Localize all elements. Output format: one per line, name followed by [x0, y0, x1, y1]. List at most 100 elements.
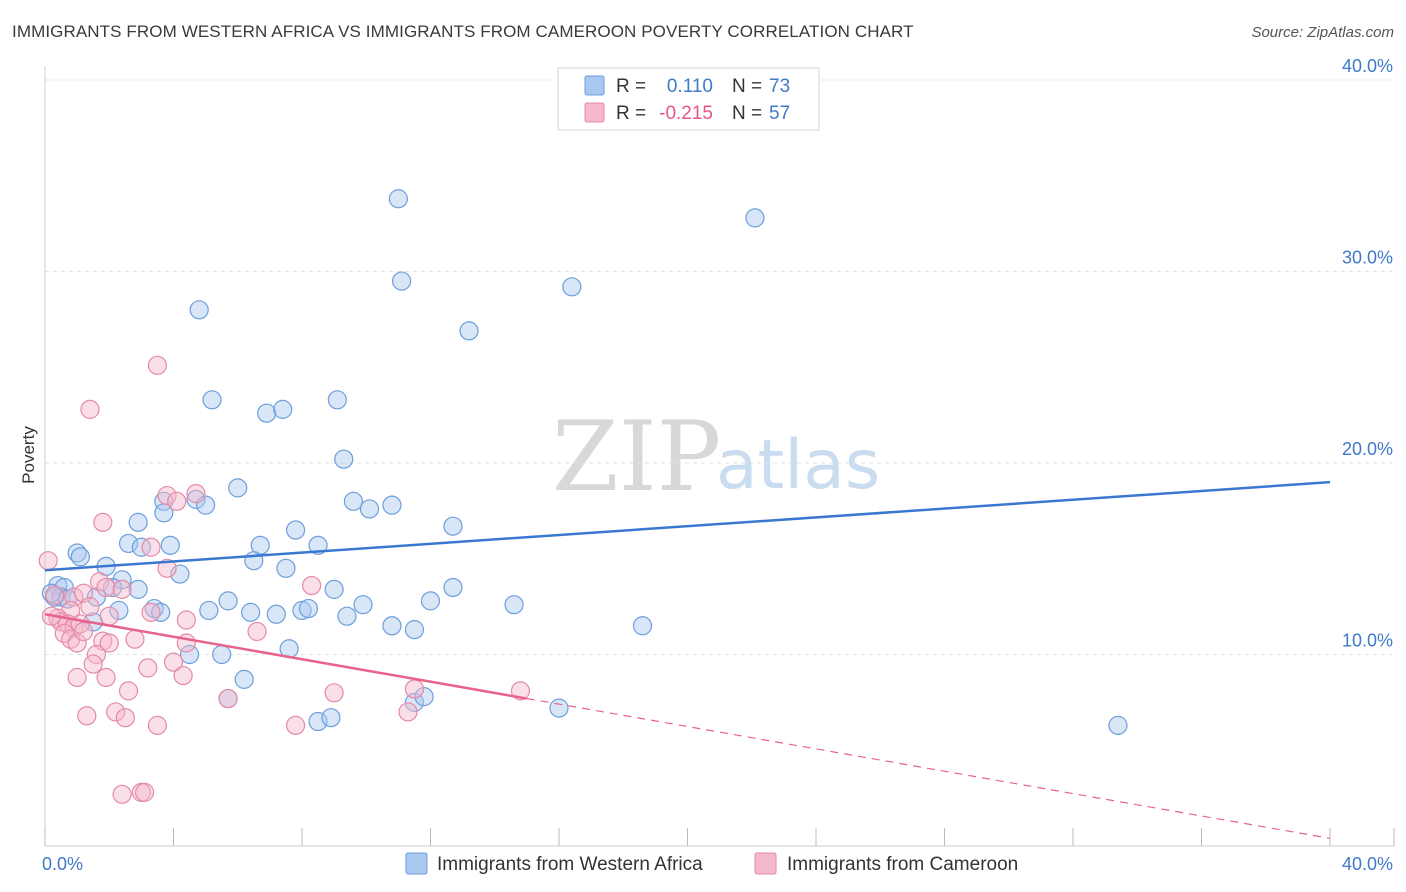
point-western-africa	[337, 606, 357, 626]
point-cameroon	[285, 715, 306, 735]
legend-swatch-pink	[584, 102, 605, 123]
point-western-africa	[266, 604, 286, 624]
point-cameroon	[398, 702, 418, 722]
legend-r-value-blue: 0.110	[667, 76, 713, 97]
point-western-africa	[285, 520, 306, 540]
point-western-africa	[128, 579, 148, 599]
point-cameroon	[141, 602, 161, 622]
y-axis-label: Poverty	[19, 426, 38, 484]
point-western-africa	[443, 516, 463, 536]
point-western-africa	[388, 189, 408, 209]
point-western-africa	[308, 535, 328, 555]
point-cameroon	[93, 512, 113, 532]
point-cameroon	[302, 575, 322, 596]
point-cameroon	[80, 399, 100, 419]
point-western-africa	[404, 620, 425, 640]
point-western-africa	[189, 300, 209, 320]
point-western-africa	[128, 512, 148, 532]
point-western-africa	[420, 591, 441, 611]
legend-r-label-pink: R =	[616, 103, 646, 124]
point-cameroon	[67, 633, 87, 653]
point-western-africa	[343, 491, 363, 511]
point-western-africa	[327, 390, 347, 410]
trend-line-cameroon	[44, 613, 528, 700]
legend-swatch-blue	[584, 75, 605, 96]
point-western-africa	[443, 577, 463, 598]
point-cameroon	[141, 537, 161, 557]
point-western-africa	[353, 595, 373, 615]
point-western-africa	[151, 602, 171, 622]
point-western-africa	[118, 533, 139, 554]
point-cameroon	[96, 577, 116, 598]
point-western-africa	[212, 644, 232, 665]
point-cameroon	[112, 579, 132, 599]
chart-title: IMMIGRANTS FROM WESTERN AFRICA VS IMMIGR…	[12, 22, 914, 41]
point-cameroon	[112, 784, 132, 804]
bottom-legend-swatch-pink	[754, 852, 777, 875]
legend-r-value-pink: -0.215	[659, 103, 713, 124]
point-cameroon	[167, 491, 187, 511]
point-cameroon	[77, 706, 97, 726]
point-cameroon	[134, 782, 155, 802]
point-western-africa	[414, 687, 434, 707]
watermark-atlas: atlas	[716, 426, 880, 505]
point-western-africa	[276, 558, 296, 578]
y-tick-label: 20.0%	[1342, 439, 1393, 459]
trend-line-western-africa	[44, 480, 1331, 572]
point-cameroon	[125, 629, 145, 649]
point-cameroon	[38, 551, 58, 571]
legend-n-label-blue: N =	[732, 76, 762, 97]
point-western-africa	[321, 708, 341, 728]
point-western-africa	[382, 495, 402, 515]
point-cameroon	[118, 681, 139, 701]
legend-n-value-blue: 73	[769, 76, 790, 97]
point-western-africa	[160, 535, 180, 555]
point-western-africa	[218, 591, 238, 611]
legend-n-label-pink: N =	[732, 103, 762, 124]
point-cameroon	[73, 621, 94, 642]
watermark: ZIP atlas	[552, 401, 880, 513]
point-cameroon	[99, 633, 119, 653]
point-cameroon	[147, 715, 168, 735]
point-cameroon	[157, 485, 177, 506]
point-western-africa	[324, 579, 344, 599]
point-cameroon	[83, 654, 103, 674]
legend-n-value-pink: 57	[769, 103, 790, 124]
point-cameroon	[173, 665, 193, 686]
point-western-africa	[186, 489, 206, 509]
point-cameroon	[186, 484, 206, 504]
point-western-africa	[562, 277, 582, 297]
series-cameroon	[38, 355, 531, 804]
point-cameroon	[176, 610, 196, 630]
legend: R = 0.110 N = 73 R = -0.215 N = 57	[557, 67, 820, 131]
point-western-africa	[298, 598, 319, 619]
legend-r-label-blue: R =	[616, 76, 646, 97]
x-tick-label-min: 0.0%	[42, 854, 83, 874]
point-western-africa	[234, 669, 254, 689]
point-western-africa	[199, 600, 219, 621]
bottom-legend-swatch-blue	[405, 852, 428, 875]
point-cameroon	[96, 667, 116, 688]
y-tick-label: 10.0%	[1342, 631, 1393, 651]
point-western-africa	[632, 616, 653, 636]
point-cameroon	[404, 679, 425, 699]
point-western-africa	[273, 399, 293, 419]
point-western-africa	[257, 403, 277, 423]
bottom-legend-label-cameroon: Immigrants from Cameroon	[787, 854, 1018, 875]
point-cameroon	[115, 708, 135, 728]
bottom-legend-label-western-africa: Immigrants from Western Africa	[437, 854, 703, 875]
point-cameroon	[99, 606, 119, 626]
point-cameroon	[218, 688, 238, 709]
watermark-zip: ZIP	[552, 401, 721, 513]
point-western-africa	[1108, 715, 1128, 735]
x-tick-label-max: 40.0%	[1342, 854, 1393, 874]
point-western-africa	[382, 616, 402, 636]
point-western-africa	[745, 208, 765, 228]
y-tick-label: 30.0%	[1342, 248, 1393, 268]
point-western-africa	[131, 537, 151, 557]
point-western-africa	[202, 390, 222, 410]
point-cameroon	[147, 355, 168, 375]
point-cameroon	[106, 702, 126, 722]
point-western-africa	[308, 711, 328, 732]
